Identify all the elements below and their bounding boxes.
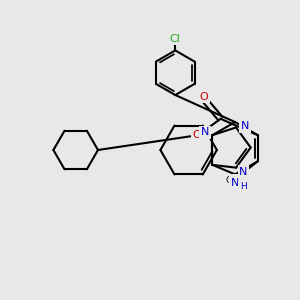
Text: O: O (192, 130, 201, 140)
Text: Cl: Cl (170, 34, 181, 44)
Text: O: O (200, 92, 208, 101)
Text: N: N (241, 121, 249, 131)
Text: H: H (240, 182, 247, 191)
Text: N: N (231, 178, 239, 188)
Text: CH₃: CH₃ (225, 176, 242, 184)
Text: N: N (239, 167, 248, 177)
Text: N: N (201, 127, 209, 137)
